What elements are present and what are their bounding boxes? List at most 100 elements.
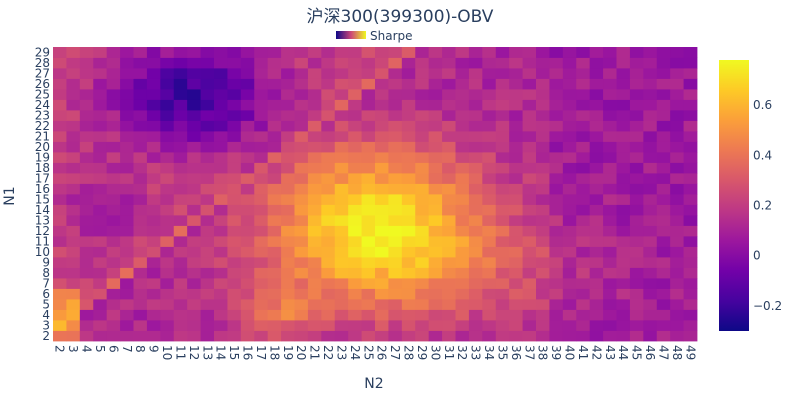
heatmap-cell	[468, 78, 483, 90]
heatmap-cell	[93, 141, 108, 153]
x-tick-label: 22	[321, 345, 335, 360]
heatmap-cell	[643, 257, 658, 268]
heatmap-cell	[415, 225, 430, 237]
heatmap-cell	[415, 89, 430, 100]
heatmap-cell	[93, 68, 108, 79]
heatmap-cell	[643, 47, 658, 58]
heatmap-cell	[576, 299, 591, 310]
heatmap-cell	[401, 110, 416, 121]
heatmap-cell	[629, 152, 644, 163]
heatmap-cell	[616, 225, 631, 237]
heatmap-cell	[240, 299, 255, 310]
heatmap-cell	[428, 183, 443, 195]
heatmap-cell	[307, 141, 322, 153]
heatmap-cell	[133, 225, 148, 237]
heatmap-cell	[334, 162, 349, 174]
heatmap-cell	[214, 152, 228, 163]
heatmap-cell	[428, 47, 443, 58]
heatmap-cell	[415, 110, 430, 121]
heatmap-cell	[536, 267, 550, 279]
heatmap-cell	[361, 288, 376, 300]
heatmap-cell	[307, 89, 322, 100]
heatmap-cell	[401, 267, 416, 279]
heatmap-cell	[629, 267, 644, 279]
heatmap-cell	[361, 162, 376, 174]
heatmap-cell	[401, 89, 416, 100]
heatmap-cell	[348, 194, 362, 205]
heatmap-cell	[536, 68, 550, 79]
heatmap-cell	[120, 267, 134, 279]
heatmap-cell	[200, 204, 215, 216]
heatmap-cell	[656, 225, 671, 237]
heatmap-cell	[670, 309, 684, 321]
heatmap-cell	[334, 299, 349, 310]
heatmap-cell	[522, 120, 537, 132]
heatmap-cell	[240, 330, 255, 342]
heatmap-cell	[656, 288, 671, 300]
y-tick-label: 9	[42, 255, 50, 269]
heatmap-cell	[482, 173, 497, 184]
heatmap-cell	[683, 78, 698, 90]
heatmap-cell	[294, 162, 309, 174]
x-tick-label: 41	[576, 345, 590, 360]
heatmap-cell	[482, 236, 497, 247]
heatmap-cell	[562, 309, 577, 321]
heatmap-cell	[522, 131, 537, 142]
legend[interactable]: Sharpe	[336, 29, 413, 43]
heatmap-cell	[442, 99, 456, 111]
heatmap-cell	[334, 78, 349, 90]
heatmap-cell	[120, 194, 134, 205]
heatmap-cell	[589, 120, 604, 132]
heatmap-cell	[214, 173, 228, 184]
heatmap-cell	[629, 162, 644, 174]
heatmap-cell	[240, 89, 255, 100]
heatmap-cell	[549, 204, 564, 216]
heatmap-cell	[120, 68, 134, 79]
heatmap-cell	[603, 204, 617, 216]
heatmap-cell	[509, 183, 523, 195]
x-tick-label: 20	[294, 345, 308, 360]
y-tick-label: 25	[35, 87, 50, 101]
heatmap-cell	[267, 78, 282, 90]
heatmap-cell	[683, 152, 698, 163]
heatmap-cell	[428, 267, 443, 279]
heatmap-cell	[79, 309, 94, 321]
heatmap-cell	[281, 215, 295, 226]
x-tick-label: 43	[603, 345, 617, 360]
heatmap-cell	[214, 320, 228, 331]
heatmap-cell	[562, 215, 577, 226]
heatmap-cell	[348, 246, 362, 258]
heatmap-cell	[361, 299, 376, 310]
heatmap-cell	[240, 47, 255, 58]
heatmap-cell	[348, 309, 362, 321]
heatmap-cell	[455, 68, 470, 79]
heatmap-cell	[482, 320, 497, 331]
heatmap-cell	[267, 47, 282, 58]
heatmap-cell	[388, 330, 403, 342]
heatmap-cell	[468, 309, 483, 321]
heatmap-cell	[227, 120, 242, 132]
heatmap-cell	[146, 246, 161, 258]
heatmap-cell	[643, 278, 658, 289]
heatmap-cell	[120, 225, 134, 237]
heatmap-cell	[173, 246, 188, 258]
heatmap-cell	[254, 173, 269, 184]
heatmap-cell	[294, 110, 309, 121]
heatmap-cell	[66, 173, 81, 184]
heatmap-cell	[53, 141, 67, 153]
heatmap-cell	[536, 194, 550, 205]
heatmap-cell	[589, 99, 604, 111]
heatmap-cell	[106, 47, 121, 58]
heatmap-cell	[509, 120, 523, 132]
heatmap-cell	[656, 320, 671, 331]
heatmap-cell	[401, 299, 416, 310]
heatmap-cell	[549, 236, 564, 247]
heatmap-cell	[589, 288, 604, 300]
heatmap-cell	[482, 110, 497, 121]
heatmap-cell	[643, 78, 658, 90]
heatmap-cell	[267, 183, 282, 195]
heatmap-cell	[589, 257, 604, 268]
heatmap-cell	[79, 299, 94, 310]
y-axis-title: N1	[2, 186, 18, 205]
heatmap-cell	[120, 299, 134, 310]
